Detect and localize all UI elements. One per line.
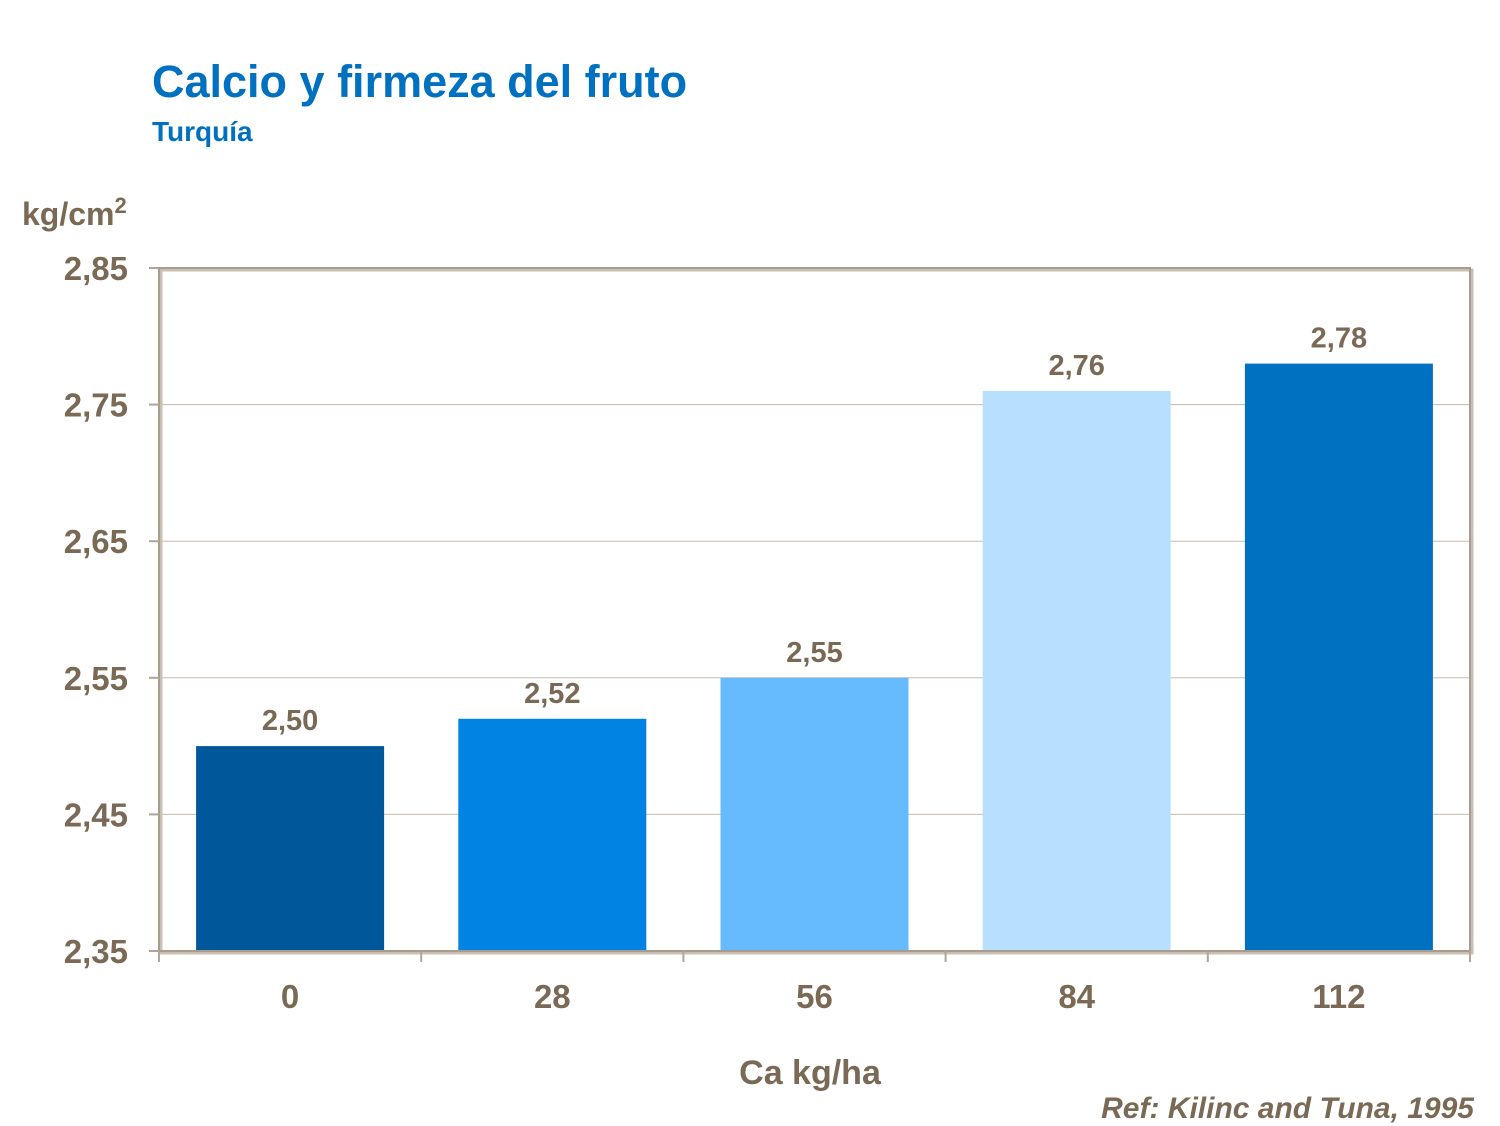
- bar-84: [982, 390, 1171, 951]
- data-label: 2,55: [786, 637, 842, 669]
- bar-28: [458, 718, 647, 951]
- data-label: 2,78: [1311, 323, 1367, 355]
- x-tick-label: 84: [1058, 978, 1095, 1015]
- bar-0: [196, 746, 385, 951]
- x-tick-label: 28: [534, 978, 571, 1015]
- chart-subtitle: Turquía: [152, 116, 253, 147]
- x-tick-label: 56: [796, 978, 833, 1015]
- plot-frame: [158, 267, 1471, 952]
- y-axis-label: kg/cm2: [22, 193, 127, 232]
- data-label: 2,50: [262, 705, 318, 737]
- y-tick-label: 2,45: [64, 796, 128, 833]
- data-label: 2,76: [1048, 350, 1104, 382]
- x-tick-label: 0: [281, 978, 299, 1015]
- reference-note: Ref: Kilinc and Tuna, 1995: [1101, 1092, 1474, 1125]
- y-tick-label: 2,65: [64, 523, 128, 560]
- x-tick-label: 112: [1312, 978, 1365, 1015]
- bar-56: [720, 677, 909, 951]
- x-axis-label: Ca kg/ha: [739, 1054, 882, 1092]
- y-tick-label: 2,85: [64, 250, 128, 287]
- y-tick-label: 2,55: [64, 660, 128, 697]
- plot-frame-shadow: [159, 268, 1474, 955]
- data-label: 2,52: [524, 678, 580, 710]
- y-tick-label: 2,75: [64, 387, 128, 424]
- y-tick-label: 2,35: [64, 933, 128, 970]
- bar-112: [1244, 363, 1433, 951]
- chart-title: Calcio y firmeza del fruto: [152, 56, 688, 107]
